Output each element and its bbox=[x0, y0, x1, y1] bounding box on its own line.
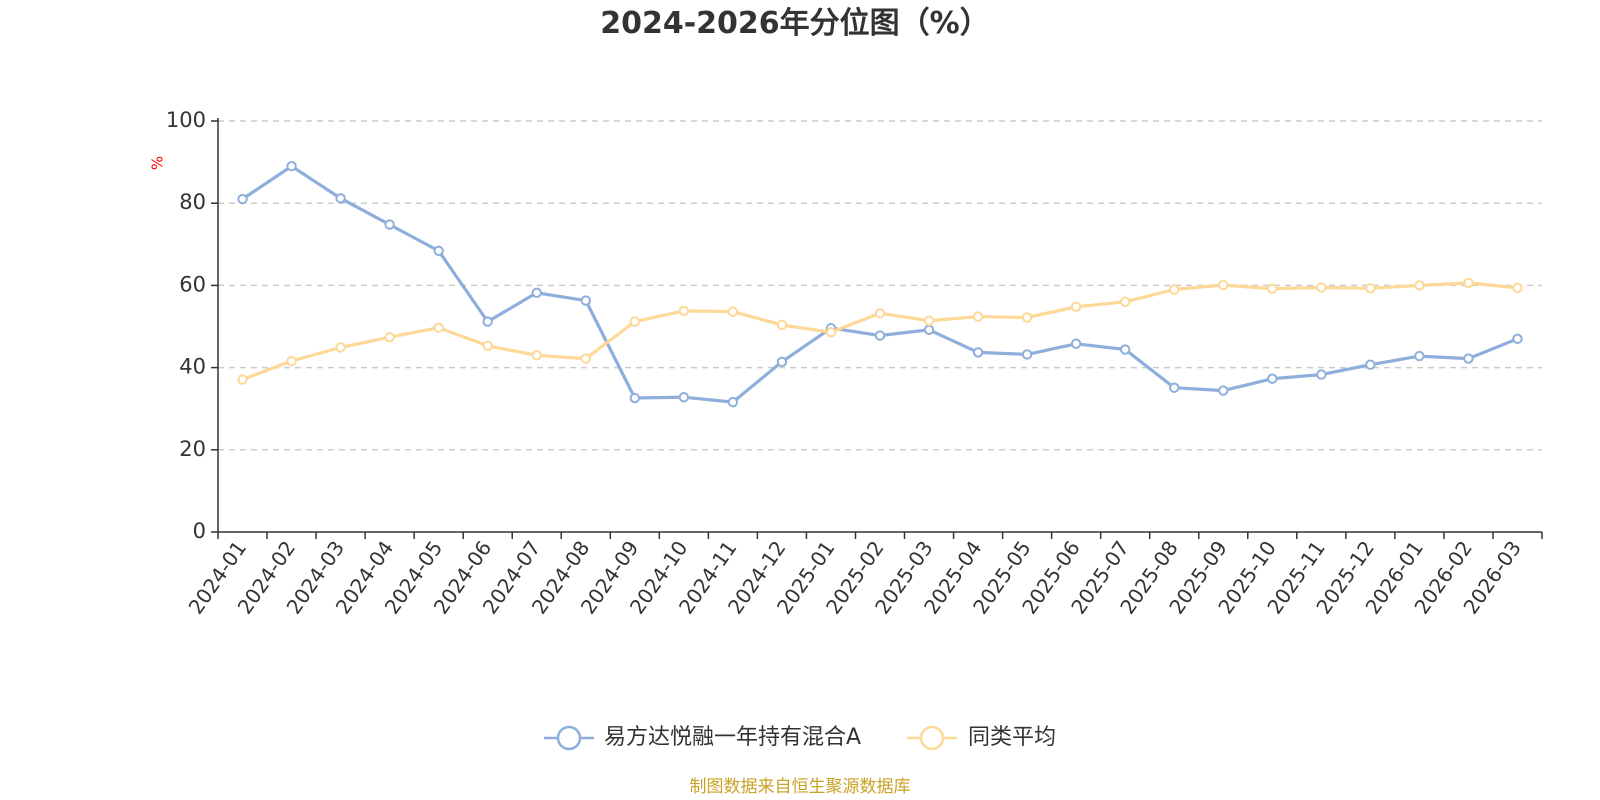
data-point bbox=[335, 342, 346, 353]
series-2 bbox=[237, 277, 1523, 385]
data-point bbox=[1267, 283, 1278, 294]
data-point bbox=[678, 391, 690, 403]
legend-label: 易方达悦融一年持有混合A bbox=[604, 725, 861, 750]
data-point bbox=[433, 322, 444, 333]
legend-item-2[interactable]: 同类平均 bbox=[907, 725, 1056, 751]
data-point bbox=[923, 324, 935, 335]
data-point bbox=[531, 287, 542, 298]
data-point bbox=[1267, 373, 1278, 384]
data-point bbox=[1512, 333, 1523, 345]
data-point bbox=[286, 355, 297, 367]
data-point bbox=[384, 331, 395, 343]
data-point bbox=[1316, 369, 1327, 380]
data-point bbox=[1512, 282, 1523, 294]
data-point bbox=[1021, 349, 1033, 360]
data-point bbox=[580, 295, 591, 306]
data-point bbox=[384, 219, 395, 230]
x-tick-labels: 2024-012024-022024-032024-042024-052024-… bbox=[184, 536, 1527, 618]
legend-marker-icon bbox=[919, 725, 945, 751]
y-tick-label: 40 bbox=[179, 355, 206, 379]
data-point bbox=[433, 245, 444, 257]
data-point bbox=[335, 193, 346, 204]
series-1 bbox=[237, 161, 1523, 408]
data-point bbox=[1463, 277, 1474, 289]
data-point bbox=[286, 161, 297, 172]
data-point bbox=[1021, 312, 1033, 323]
y-tick-label: 20 bbox=[179, 437, 206, 461]
data-point bbox=[629, 316, 641, 327]
data-point bbox=[482, 340, 493, 352]
data-point bbox=[874, 330, 886, 341]
data-point bbox=[629, 392, 641, 404]
y-tick-label: 0 bbox=[193, 519, 206, 543]
data-point bbox=[923, 315, 935, 326]
legend-marker-icon bbox=[556, 725, 582, 751]
data-point bbox=[776, 319, 788, 331]
y-tick-labels: 0 20 40 60 80 100 bbox=[166, 108, 206, 543]
data-point bbox=[482, 316, 493, 327]
data-point bbox=[1218, 279, 1229, 291]
data-point bbox=[972, 347, 984, 358]
data-point bbox=[825, 327, 837, 338]
data-point bbox=[580, 353, 591, 364]
data-point bbox=[678, 305, 690, 317]
data-point bbox=[1316, 282, 1327, 293]
data-point bbox=[1119, 296, 1131, 308]
axes bbox=[211, 118, 1543, 539]
data-point bbox=[531, 350, 542, 361]
series-group bbox=[237, 161, 1523, 408]
data-point bbox=[1365, 359, 1376, 370]
data-point bbox=[1070, 338, 1082, 349]
source-note: 制图数据来自恒生聚源数据库 bbox=[690, 777, 911, 797]
data-point bbox=[1070, 301, 1082, 312]
data-point bbox=[1169, 284, 1180, 295]
data-point bbox=[727, 306, 739, 317]
data-point bbox=[1169, 382, 1180, 393]
series-line bbox=[240, 164, 1520, 404]
data-point bbox=[1414, 350, 1425, 362]
grid-lines bbox=[218, 120, 1542, 451]
data-point bbox=[1218, 385, 1229, 396]
legend-label: 同类平均 bbox=[968, 725, 1056, 750]
data-point bbox=[1365, 283, 1376, 294]
y-axis-unit: % bbox=[149, 156, 167, 170]
data-point bbox=[1414, 280, 1425, 291]
data-point bbox=[1463, 353, 1474, 364]
data-point bbox=[972, 311, 984, 322]
data-point bbox=[237, 193, 248, 205]
data-point bbox=[237, 374, 248, 385]
data-point bbox=[727, 396, 739, 408]
legend[interactable]: 易方达悦融一年持有混合A 同类平均 bbox=[544, 725, 1056, 751]
data-point bbox=[874, 308, 886, 319]
legend-item-1[interactable]: 易方达悦融一年持有混合A bbox=[544, 725, 861, 751]
y-tick-label: 60 bbox=[179, 272, 206, 296]
y-tick-label: 80 bbox=[179, 190, 206, 214]
data-point bbox=[776, 356, 788, 368]
data-point bbox=[1119, 344, 1131, 355]
chart-title: 2024-2026年分位图（%） bbox=[600, 6, 990, 41]
y-tick-label: 100 bbox=[166, 108, 206, 132]
